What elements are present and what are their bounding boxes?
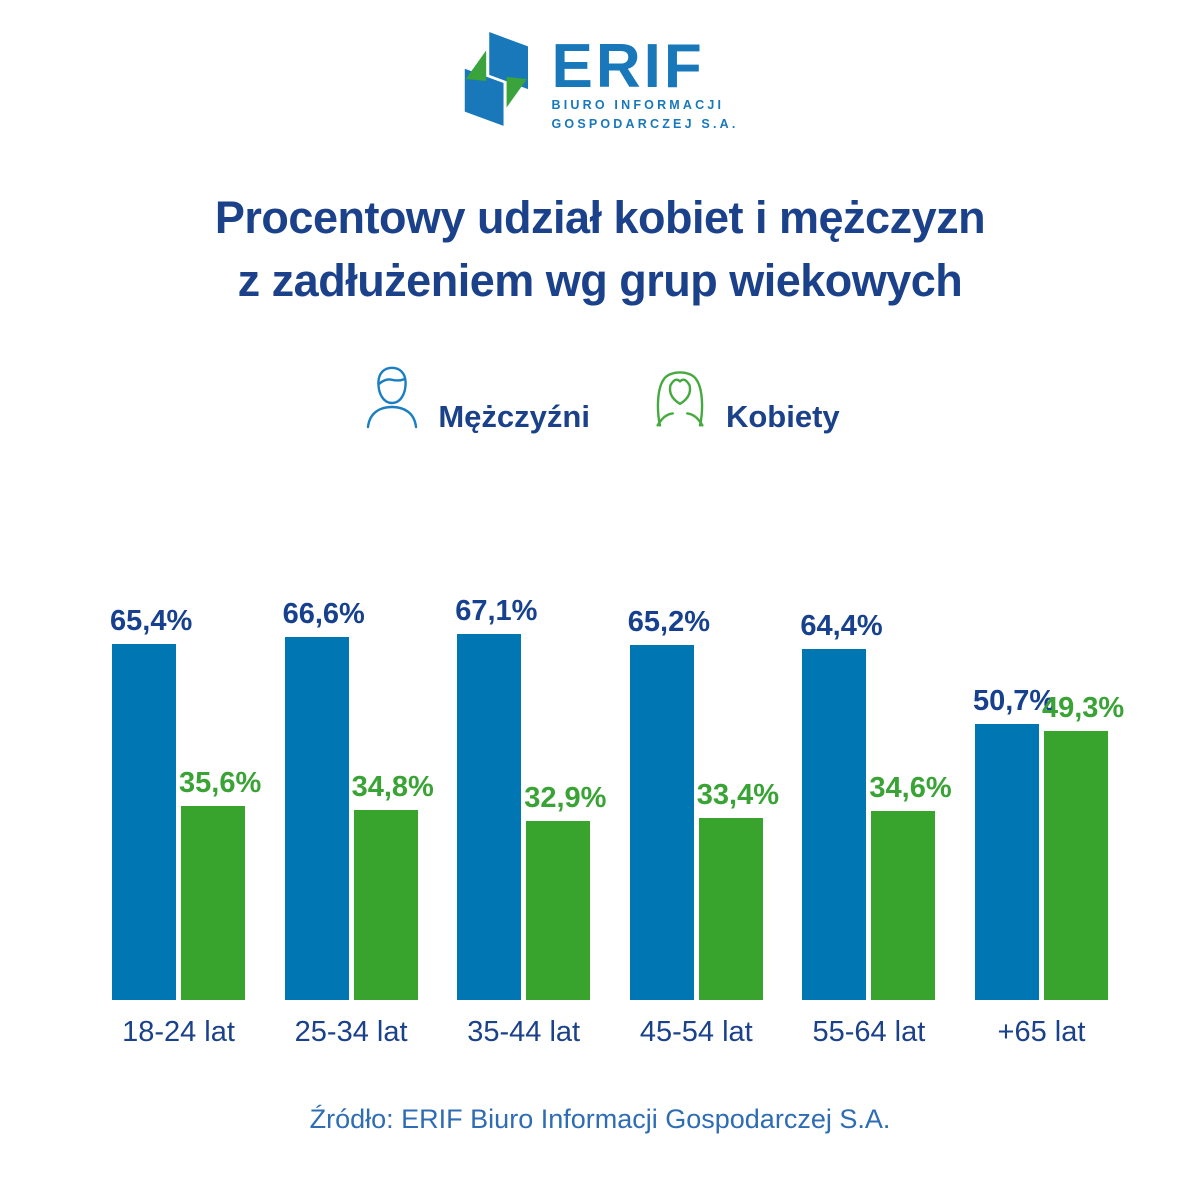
- value-label-men: 65,2%: [627, 606, 711, 638]
- category-label: +65 lat: [997, 1016, 1086, 1048]
- bar-group: 66,6% 34,8% 25-34 lat: [283, 590, 434, 1049]
- chart-legend: Mężczyźni Kobiety: [0, 360, 1200, 438]
- value-label-women: 32,9%: [524, 782, 607, 814]
- bar-women: [871, 811, 936, 1000]
- bar-column-men: 64,4%: [800, 610, 883, 1000]
- bar-column-women: 32,9%: [524, 782, 606, 1000]
- bar-column-women: 33,4%: [697, 779, 779, 1000]
- value-label-women: 34,8%: [351, 771, 434, 803]
- bar-men: [112, 644, 176, 1000]
- category-label: 55-64 lat: [812, 1016, 926, 1048]
- erif-logo-text: ERIF BIURO INFORMACJI GOSPODARCZEJ S.A.: [551, 30, 738, 132]
- value-label-men: 67,1%: [455, 595, 538, 627]
- bar-column-men: 65,4%: [110, 605, 192, 1000]
- value-label-women: 49,3%: [1041, 692, 1125, 724]
- bar-column-men: 50,7%: [973, 685, 1055, 1000]
- value-label-women: 35,6%: [179, 767, 262, 799]
- category-label: 25-34 lat: [294, 1016, 408, 1048]
- bar-group: 50,7% 49,3% +65 lat: [973, 590, 1124, 1049]
- logo-subtitle-line2: GOSPODARCZEJ S.A.: [551, 117, 739, 131]
- bar-column-women: 49,3%: [1042, 692, 1124, 1000]
- bar-pair: 67,1% 32,9%: [455, 590, 606, 1000]
- bar-men: [629, 645, 694, 1000]
- bar-women: [353, 810, 418, 1000]
- bar-group: 65,2% 33,4% 45-54 lat: [628, 590, 779, 1049]
- value-label-men: 64,4%: [800, 610, 883, 642]
- bar-column-women: 34,6%: [869, 772, 952, 1000]
- bar-column-men: 66,6%: [283, 598, 365, 1000]
- bar-column-women: 35,6%: [179, 767, 261, 1000]
- erif-logo-icon: [464, 32, 529, 126]
- bar-men: [457, 634, 522, 1000]
- source-caption: Źródło: ERIF Biuro Informacji Gospodarcz…: [309, 1104, 891, 1134]
- bar-group: 64,4% 34,6% 55-64 lat: [800, 590, 952, 1049]
- category-label: 35-44 lat: [467, 1016, 581, 1048]
- legend-item-men: Mężczyźni: [360, 360, 590, 438]
- bar-men: [802, 649, 867, 1000]
- bar-pair: 65,2% 33,4%: [628, 590, 779, 1000]
- bar-men: [974, 724, 1039, 1000]
- value-label-men: 66,6%: [282, 598, 365, 630]
- value-label-men: 50,7%: [972, 685, 1056, 717]
- value-label-men: 65,4%: [110, 605, 193, 637]
- bar-group: 67,1% 32,9% 35-44 lat: [455, 590, 606, 1049]
- value-label-women: 33,4%: [696, 779, 780, 811]
- bar-pair: 65,4% 35,6%: [110, 590, 261, 1000]
- title-line-1: Procentowy udział kobiet i mężczyzn: [214, 192, 986, 243]
- logo-subtitle-line1: BIURO INFORMACJI: [551, 98, 725, 112]
- woman-icon: [656, 371, 704, 427]
- bar-women: [181, 806, 245, 1000]
- category-label: 45-54 lat: [639, 1016, 753, 1048]
- bar-column-women: 34,8%: [352, 771, 434, 1000]
- legend-item-women: Kobiety: [648, 360, 840, 438]
- logo-brand: ERIF: [551, 32, 705, 101]
- value-label-women: 34,6%: [869, 772, 952, 804]
- bar-group: 65,4% 35,6% 18-24 lat: [110, 590, 261, 1049]
- title-line-2: z zadłużeniem wg grup wiekowych: [237, 255, 963, 306]
- bar-pair: 66,6% 34,8%: [283, 590, 434, 1000]
- bar-chart: 65,4% 35,6% 18-24 lat 66,6% 34,8% 25-34 lat 67…: [110, 590, 1124, 1049]
- bar-pair: 50,7% 49,3%: [973, 590, 1124, 1000]
- bar-column-men: 67,1%: [455, 595, 537, 1000]
- bar-women: [698, 818, 763, 1000]
- bar-pair: 64,4% 34,6%: [800, 590, 952, 1000]
- legend-label-men: Mężczyźni: [438, 399, 590, 434]
- bar-column-men: 65,2%: [628, 606, 710, 1000]
- page-title: Procentowy udział kobiet i mężczyzn z za…: [0, 186, 1200, 312]
- legend-label-women: Kobiety: [725, 399, 840, 434]
- man-icon: [367, 366, 418, 429]
- bar-women: [1043, 731, 1108, 1000]
- bar-men: [284, 637, 349, 1000]
- erif-logo: ERIF BIURO INFORMACJI GOSPODARCZEJ S.A.: [461, 30, 738, 132]
- bar-women: [526, 821, 591, 1000]
- category-label: 18-24 lat: [122, 1016, 235, 1048]
